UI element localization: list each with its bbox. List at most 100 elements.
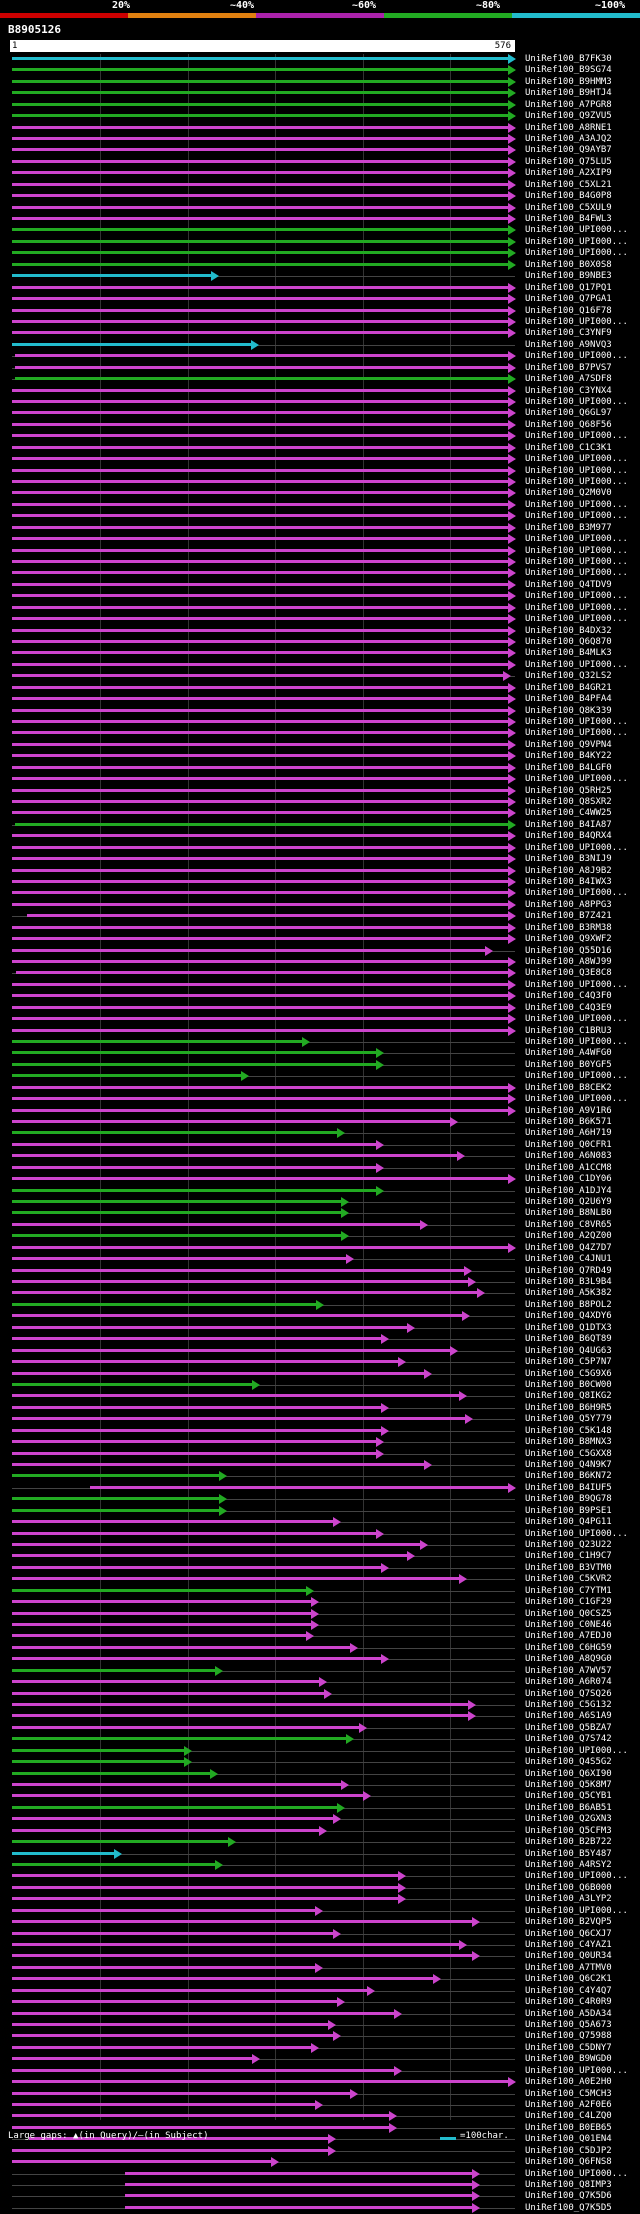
alignment-bar[interactable] xyxy=(12,1257,347,1261)
alignment-bar[interactable] xyxy=(12,1622,312,1626)
hit-label[interactable]: UniRef100_UPI000... xyxy=(525,556,628,567)
hit-label[interactable]: UniRef100_C7YTM1 xyxy=(525,1585,612,1596)
alignment-bar[interactable] xyxy=(14,354,509,358)
alignment-bar[interactable] xyxy=(12,1245,509,1249)
hit-label[interactable]: UniRef100_B7FK30 xyxy=(525,54,612,64)
alignment-bar[interactable] xyxy=(12,1371,426,1375)
hit-label[interactable]: UniRef100_Q01EN4 xyxy=(525,2134,612,2145)
alignment-bar[interactable] xyxy=(12,617,509,621)
alignment-bar[interactable] xyxy=(12,1748,185,1752)
alignment-bar[interactable] xyxy=(12,1108,509,1112)
hit-label[interactable]: UniRef100_Q7SQ26 xyxy=(525,1688,612,1699)
alignment-bar[interactable] xyxy=(12,1680,321,1684)
hit-label[interactable]: UniRef100_B4IUF5 xyxy=(525,1482,612,1493)
alignment-bar[interactable] xyxy=(12,1474,220,1478)
alignment-bar[interactable] xyxy=(12,1988,369,1992)
hit-label[interactable]: UniRef100_Q4PG11 xyxy=(525,1517,612,1527)
hit-label[interactable]: UniRef100_B0CW00 xyxy=(525,1379,612,1390)
alignment-bar[interactable] xyxy=(12,2011,395,2015)
hit-label[interactable]: UniRef100_Q4UG63 xyxy=(525,1345,612,1356)
hit-label[interactable]: UniRef100_C4JNU1 xyxy=(525,1254,612,1265)
alignment-bar[interactable] xyxy=(26,914,509,918)
hit-label[interactable]: UniRef100_A9V1R6 xyxy=(525,1105,612,1116)
hit-label[interactable]: UniRef100_UPI000... xyxy=(525,979,628,990)
hit-label[interactable]: UniRef100_UPI000... xyxy=(525,396,628,407)
alignment-bar[interactable] xyxy=(12,1931,334,1935)
alignment-bar[interactable] xyxy=(12,1462,426,1466)
hit-label[interactable]: UniRef100_Q7PGA1 xyxy=(525,294,612,304)
hit-label[interactable]: UniRef100_A2F0E6 xyxy=(525,2100,612,2110)
alignment-bar[interactable] xyxy=(14,822,509,826)
hit-label[interactable]: UniRef100_C1GF29 xyxy=(525,1597,612,1607)
alignment-bar[interactable] xyxy=(12,2160,273,2164)
hit-label[interactable]: UniRef100_C5MCH3 xyxy=(525,2088,612,2099)
hit-label[interactable]: UniRef100_UPI000... xyxy=(525,1037,628,1047)
hit-label[interactable]: UniRef100_Q9XWF2 xyxy=(525,934,612,945)
alignment-bar[interactable] xyxy=(12,799,509,803)
hit-label[interactable]: UniRef100_B9NBE3 xyxy=(525,271,612,282)
hit-label[interactable]: UniRef100_Q5RH25 xyxy=(525,785,612,796)
hit-label[interactable]: UniRef100_UPI000... xyxy=(525,602,628,613)
alignment-bar[interactable] xyxy=(12,274,213,278)
alignment-bar[interactable] xyxy=(12,342,253,346)
alignment-bar[interactable] xyxy=(12,1657,382,1661)
hit-label[interactable]: UniRef100_Q5K8M7 xyxy=(525,1779,612,1790)
hit-label[interactable]: UniRef100_Q0CSZ5 xyxy=(525,1608,612,1619)
hit-label[interactable]: UniRef100_UPI000... xyxy=(525,511,628,522)
alignment-bar[interactable] xyxy=(12,1280,469,1283)
alignment-bar[interactable] xyxy=(12,777,509,781)
alignment-bar[interactable] xyxy=(12,1542,421,1546)
alignment-bar[interactable] xyxy=(12,1645,351,1649)
alignment-bar[interactable] xyxy=(12,1188,378,1192)
alignment-bar[interactable] xyxy=(12,902,509,906)
alignment-bar[interactable] xyxy=(12,1325,408,1329)
alignment-bar[interactable] xyxy=(12,662,509,666)
alignment-bar[interactable] xyxy=(12,445,509,449)
hit-label[interactable]: UniRef100_B8MNX3 xyxy=(525,1437,612,1447)
hit-label[interactable]: UniRef100_C0NE46 xyxy=(525,1619,612,1630)
alignment-bar[interactable] xyxy=(12,537,509,541)
hit-label[interactable]: UniRef100_B3NIJ9 xyxy=(525,854,612,865)
alignment-bar[interactable] xyxy=(12,1394,461,1398)
alignment-bar[interactable] xyxy=(14,365,509,369)
alignment-bar[interactable] xyxy=(12,2000,338,2004)
hit-label[interactable]: UniRef100_UPI000... xyxy=(525,774,628,785)
alignment-bar[interactable] xyxy=(12,68,509,72)
alignment-bar[interactable] xyxy=(12,1668,216,1672)
hit-label[interactable]: UniRef100_B7Z421 xyxy=(525,911,612,922)
alignment-bar[interactable] xyxy=(12,685,509,689)
alignment-bar[interactable] xyxy=(12,1497,220,1501)
hit-label[interactable]: UniRef100_Q2U6Y9 xyxy=(525,1197,612,1207)
alignment-bar[interactable] xyxy=(12,1897,399,1901)
hit-label[interactable]: UniRef100_UPI000... xyxy=(525,236,628,247)
alignment-bar[interactable] xyxy=(12,2034,334,2038)
hit-label[interactable]: UniRef100_Q0CFR1 xyxy=(525,1139,612,1150)
hit-label[interactable]: UniRef100_UPI000... xyxy=(525,248,628,259)
alignment-bar[interactable] xyxy=(12,994,509,998)
hit-label[interactable]: UniRef100_A6N083 xyxy=(525,1151,612,1162)
alignment-bar[interactable] xyxy=(12,388,509,392)
hit-label[interactable]: UniRef100_UPI000... xyxy=(525,614,628,625)
alignment-bar[interactable] xyxy=(12,1428,382,1432)
alignment-bar[interactable] xyxy=(12,582,509,586)
hit-label[interactable]: UniRef100_UPI000... xyxy=(525,431,628,442)
hit-label[interactable]: UniRef100_C1BRU3 xyxy=(525,1025,612,1036)
alignment-bar[interactable] xyxy=(12,2125,391,2129)
hit-label[interactable]: UniRef100_B9HMM3 xyxy=(525,76,612,87)
alignment-bar[interactable] xyxy=(12,1017,509,1021)
alignment-bar[interactable] xyxy=(12,2148,330,2152)
alignment-bar[interactable] xyxy=(12,1211,343,1215)
hit-label[interactable]: UniRef100_B4MLK3 xyxy=(525,648,612,659)
hit-label[interactable]: UniRef100_A5K382 xyxy=(525,1288,612,1299)
hit-label[interactable]: UniRef100_Q2GXN3 xyxy=(525,1814,612,1825)
alignment-bar[interactable] xyxy=(12,674,504,678)
hit-label[interactable]: UniRef100_B4FWL3 xyxy=(525,214,612,224)
hit-label[interactable]: UniRef100_A8J9B2 xyxy=(525,865,612,876)
alignment-bar[interactable] xyxy=(12,925,509,929)
hit-label[interactable]: UniRef100_UPI000... xyxy=(525,568,628,579)
hit-label[interactable]: UniRef100_Q4Z7D7 xyxy=(525,1242,612,1253)
alignment-bar[interactable] xyxy=(12,1222,421,1226)
alignment-bar[interactable] xyxy=(12,1920,474,1924)
alignment-bar[interactable] xyxy=(16,971,509,975)
hit-label[interactable]: UniRef100_UPI000... xyxy=(525,499,628,510)
